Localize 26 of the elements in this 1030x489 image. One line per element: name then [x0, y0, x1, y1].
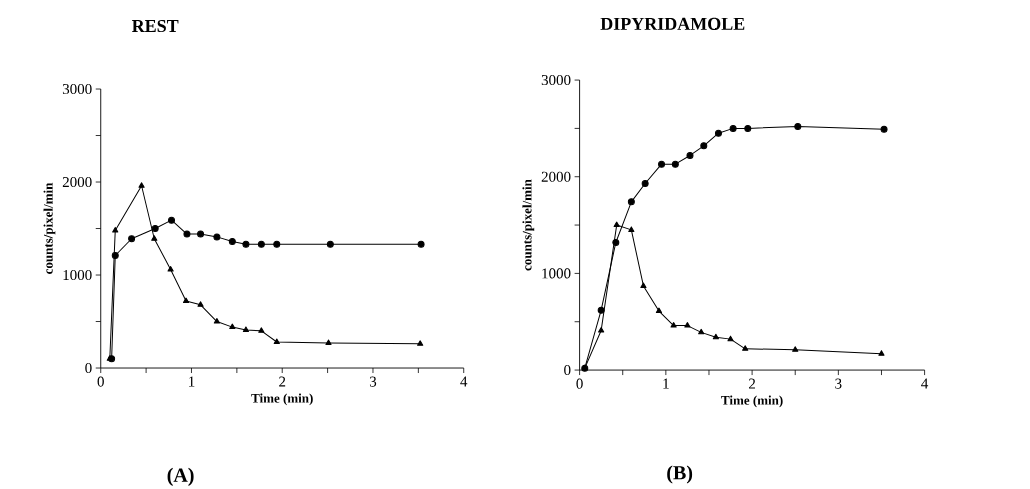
chart-title: REST	[131, 19, 179, 32]
x-tick-label: 3	[369, 376, 377, 387]
x-tick-label: 2	[279, 376, 286, 387]
x-tick-label: 1	[189, 376, 195, 387]
y-tick-label: 2000	[62, 176, 92, 187]
y-tick-label: 2000	[541, 171, 571, 182]
y-axis-title: counts/pixel/min	[522, 179, 535, 271]
x-axis-title: Time (min)	[251, 393, 313, 406]
y-tick-label: 1000	[542, 268, 571, 279]
x-axis-title: Time (min)	[721, 395, 783, 408]
x-tick-label: 4	[921, 378, 929, 389]
x-tick-label: 1	[663, 378, 669, 389]
y-tick-label: 0	[564, 364, 571, 376]
y-tick-label: 1000	[63, 269, 92, 280]
text: (A)	[167, 467, 194, 486]
text: (B)	[667, 465, 693, 484]
y-tick-label: 0	[85, 362, 92, 373]
x-tick-label: 2	[749, 378, 756, 389]
x-tick-label: 3	[835, 378, 842, 389]
x-tick-label: 0	[97, 376, 104, 387]
x-tick-label: 0	[576, 378, 583, 389]
y-tick-label: 3000	[541, 74, 571, 86]
y-axis-title: counts/pixel/min	[43, 182, 56, 274]
chart-title: DIPYRIDAMOLE	[600, 17, 745, 30]
y-tick-label: 3000	[62, 83, 92, 94]
x-tick-label: 4	[460, 376, 468, 387]
